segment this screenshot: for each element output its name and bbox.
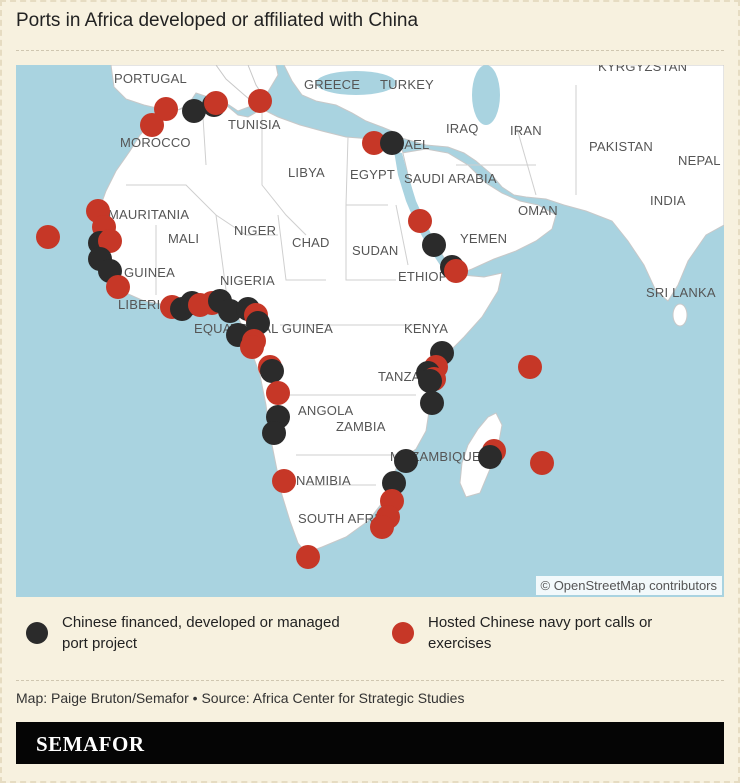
- port-marker-navy[interactable]: [370, 515, 394, 539]
- country-label-kyrgyzstan: KYRGYZSTAN: [598, 65, 687, 74]
- legend-item-navy-port-calls: Hosted Chinese navy port calls or exerci…: [392, 612, 678, 654]
- port-marker-navy[interactable]: [248, 89, 272, 113]
- country-label-chad: CHAD: [292, 235, 330, 250]
- country-label-morocco: MOROCCO: [120, 135, 191, 150]
- red-sea: [394, 151, 446, 265]
- legend-item-chinese-financed: Chinese financed, developed or managed p…: [26, 612, 352, 654]
- country-label-zambia: ZAMBIA: [336, 419, 386, 434]
- country-label-liberia: LIBERIA: [118, 297, 169, 312]
- land-sri-lanka: [672, 303, 688, 327]
- borders: [126, 85, 577, 486]
- country-label-egypt: EGYPT: [350, 167, 395, 182]
- port-marker-financed[interactable]: [478, 445, 502, 469]
- port-marker-financed[interactable]: [260, 359, 284, 383]
- country-label-portugal: PORTUGAL: [114, 71, 187, 86]
- port-marker-navy[interactable]: [408, 209, 432, 233]
- country-label-oman: OMAN: [518, 203, 558, 218]
- port-marker-navy[interactable]: [98, 229, 122, 253]
- country-label-iraq: IRAQ: [446, 121, 479, 136]
- port-marker-navy[interactable]: [154, 97, 178, 121]
- port-marker-navy[interactable]: [240, 335, 264, 359]
- country-label-india: INDIA: [650, 193, 686, 208]
- port-marker-financed[interactable]: [420, 391, 444, 415]
- country-label-mali: MALI: [168, 231, 199, 246]
- country-label-nigeria: NIGERIA: [220, 273, 275, 288]
- country-label-kenya: KENYA: [404, 321, 448, 336]
- page-title: Ports in Africa developed or affiliated …: [16, 10, 419, 31]
- port-marker-financed[interactable]: [246, 311, 270, 335]
- country-label-sudan: SUDAN: [352, 243, 399, 258]
- port-marker-financed[interactable]: [394, 449, 418, 473]
- port-marker-navy[interactable]: [272, 469, 296, 493]
- country-label-saudi-arabia: SAUDI ARABIA: [404, 171, 497, 186]
- caspian-sea: [472, 65, 500, 125]
- port-marker-navy[interactable]: [518, 355, 542, 379]
- country-label-sri-lanka: SRI LANKA: [646, 285, 716, 300]
- country-labels: PORTUGAL GREECE TURKEY KYRGYZSTAN TUNISIA MOR…: [108, 65, 721, 526]
- map-svg: PORTUGAL GREECE TURKEY KYRGYZSTAN TUNISIA MOR…: [36, 65, 724, 569]
- port-marker-financed[interactable]: [382, 471, 406, 495]
- country-label-niger: NIGER: [234, 223, 276, 238]
- brand-bar: SEMAFOR: [16, 722, 724, 764]
- port-marker-navy[interactable]: [444, 259, 468, 283]
- port-marker-navy[interactable]: [106, 275, 130, 299]
- port-marker-navy[interactable]: [296, 545, 320, 569]
- port-marker-financed[interactable]: [418, 369, 442, 393]
- port-marker-navy[interactable]: [204, 91, 228, 115]
- country-label-greece: GREECE: [304, 77, 360, 92]
- country-label-mauritania: MAURITANIA: [108, 207, 189, 222]
- legend-label: Hosted Chinese navy port calls or exerci…: [428, 614, 653, 652]
- country-label-angola: ANGOLA: [298, 403, 354, 418]
- country-label-namibia: NAMIBIA: [296, 473, 351, 488]
- port-marker-navy[interactable]: [36, 225, 60, 249]
- country-label-guinea: GUINEA: [124, 265, 175, 280]
- title-divider: [16, 50, 724, 51]
- country-label-libya: LIBYA: [288, 165, 325, 180]
- country-label-nepal: NEPAL: [678, 153, 721, 168]
- port-marker-navy[interactable]: [266, 381, 290, 405]
- black-dot-icon: [26, 622, 48, 644]
- map-attribution[interactable]: © OpenStreetMap contributors: [535, 576, 722, 595]
- country-label-pakistan: PAKISTAN: [589, 139, 653, 154]
- country-label-iran: IRAN: [510, 123, 542, 138]
- land-africa: [93, 100, 503, 554]
- port-marker-navy[interactable]: [140, 113, 164, 137]
- land-asia: [283, 65, 724, 302]
- semafor-logo[interactable]: SEMAFOR: [36, 732, 145, 756]
- port-markers: [36, 89, 554, 569]
- red-dot-icon: [392, 622, 414, 644]
- map[interactable]: PORTUGAL GREECE TURKEY KYRGYZSTAN TUNISIA MOR…: [16, 65, 724, 597]
- legend-label: Chinese financed, developed or managed p…: [62, 614, 340, 652]
- credit-line: Map: Paige Bruton/Semafor • Source: Afri…: [16, 690, 465, 706]
- country-label-yemen: YEMEN: [460, 231, 507, 246]
- credit-divider: [16, 680, 724, 681]
- port-marker-navy[interactable]: [530, 451, 554, 475]
- port-marker-financed[interactable]: [182, 99, 206, 123]
- black-sea: [316, 71, 396, 95]
- port-marker-financed[interactable]: [380, 131, 404, 155]
- country-label-turkey: TURKEY: [380, 77, 434, 92]
- country-label-tunisia: TUNISIA: [228, 117, 281, 132]
- port-marker-financed[interactable]: [262, 421, 286, 445]
- port-marker-financed[interactable]: [422, 233, 446, 257]
- port-marker-navy[interactable]: [362, 131, 386, 155]
- port-marker-financed[interactable]: [218, 299, 242, 323]
